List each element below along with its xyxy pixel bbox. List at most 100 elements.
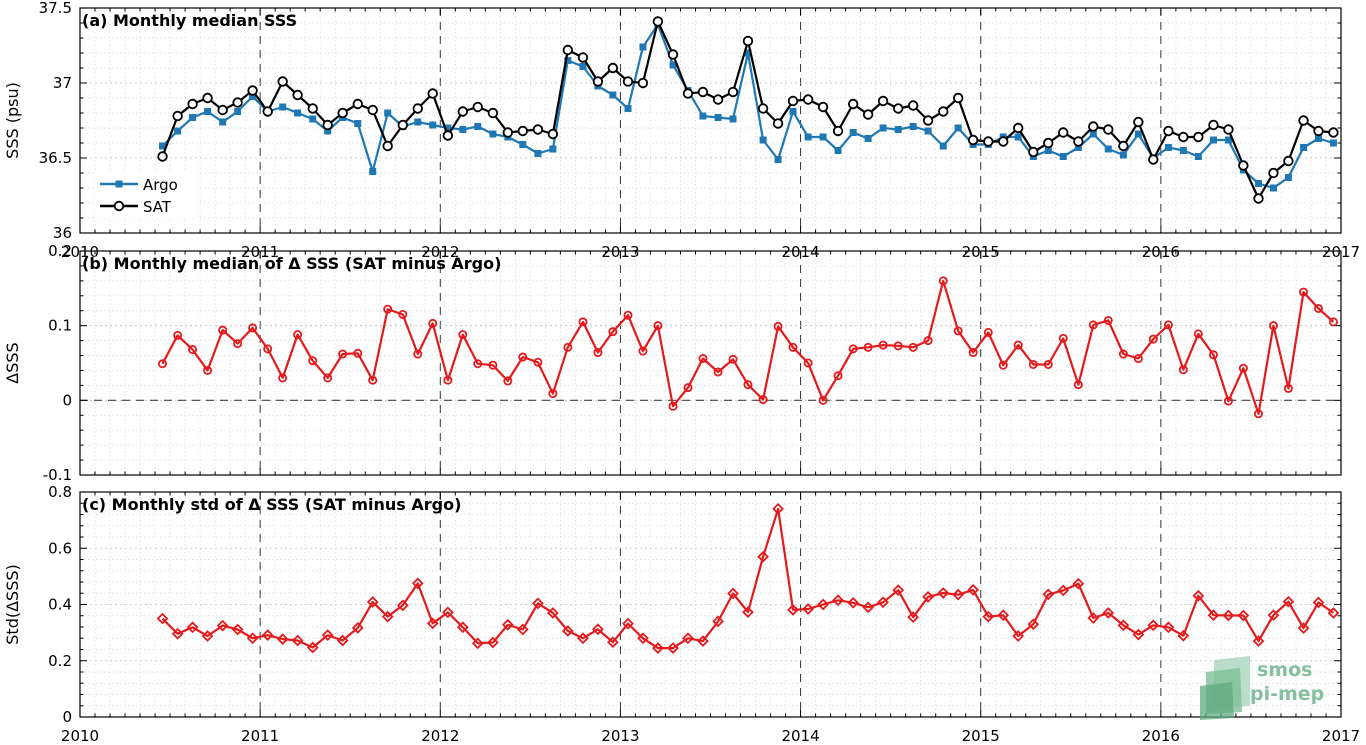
data-point	[306, 641, 319, 654]
data-point	[398, 309, 408, 319]
data-point	[1163, 320, 1173, 330]
data-point	[922, 591, 934, 603]
data-point	[1224, 136, 1232, 144]
axes-box-a	[79, 7, 1342, 234]
data-point	[1222, 609, 1235, 622]
legend-argo-marker	[115, 180, 123, 188]
data-point	[757, 103, 769, 114]
data-point	[533, 357, 543, 367]
data-point	[444, 124, 452, 132]
data-point	[1073, 136, 1084, 147]
grid-a	[80, 8, 1341, 233]
data-point	[1118, 349, 1128, 359]
y-tick-label: 36.5	[39, 149, 72, 167]
data-point	[1012, 630, 1025, 642]
data-point	[1134, 130, 1142, 138]
data-point	[832, 125, 844, 137]
data-point	[471, 637, 484, 650]
data-point	[502, 127, 514, 138]
data-point	[832, 594, 844, 607]
data-point	[1179, 147, 1187, 154]
data-point	[788, 342, 798, 352]
data-point	[894, 126, 902, 133]
data-point	[156, 612, 169, 625]
data-point	[667, 642, 679, 654]
data-point	[669, 61, 677, 69]
data-point	[1088, 121, 1099, 132]
data-point	[938, 276, 948, 286]
data-point	[699, 112, 707, 120]
data-point	[246, 632, 259, 645]
data-point	[908, 342, 918, 352]
data-point	[279, 103, 287, 111]
data-point	[519, 141, 527, 148]
data-point	[1177, 629, 1190, 642]
data-point	[607, 62, 619, 74]
y-tick-label: 0.8	[48, 483, 72, 501]
data-point	[983, 136, 994, 147]
data-point	[1118, 140, 1129, 152]
data-point	[1253, 409, 1263, 419]
panel-c: 0 0.2 0.4 0.6 0.8 2010 2011 2012 2013 2014 2015 201…	[3, 483, 1360, 745]
data-point	[233, 339, 243, 349]
data-point	[291, 634, 304, 647]
data-point	[802, 603, 815, 615]
data-point	[1314, 135, 1322, 142]
data-point	[354, 120, 362, 127]
data-point	[727, 86, 739, 98]
data-point	[1193, 131, 1204, 143]
data-point	[923, 336, 933, 346]
data-point	[787, 95, 799, 107]
data-point	[862, 601, 874, 614]
data-point	[412, 103, 423, 114]
data-point	[1313, 303, 1323, 313]
data-point	[503, 376, 513, 386]
data-point	[622, 617, 634, 630]
data-point	[429, 121, 437, 129]
data-point	[1133, 354, 1143, 364]
data-point	[1192, 589, 1205, 602]
y-tick-label: 0.6	[48, 539, 72, 557]
axes-box-c	[79, 491, 1342, 718]
data-point	[1283, 155, 1294, 167]
data-point	[1209, 136, 1217, 144]
data-point	[367, 104, 378, 116]
data-point	[1313, 125, 1324, 137]
data-point	[458, 330, 468, 340]
data-point	[534, 150, 542, 157]
data-point	[667, 49, 679, 60]
data-point	[819, 133, 827, 141]
data-point	[173, 330, 183, 340]
data-point	[322, 119, 333, 131]
data-point	[789, 108, 797, 115]
data-point	[879, 124, 887, 132]
data-point	[653, 321, 663, 331]
data-point	[549, 145, 557, 153]
data-point	[593, 348, 603, 358]
data-point	[998, 136, 1009, 147]
data-point	[742, 35, 754, 47]
data-point	[983, 327, 993, 337]
data-point	[562, 44, 574, 56]
data-point	[758, 395, 768, 405]
data-point	[1044, 147, 1052, 154]
data-point	[261, 629, 274, 642]
data-point	[202, 92, 213, 104]
data-point	[939, 142, 947, 150]
data-point	[637, 77, 649, 89]
y-axis-label: ΔSSS	[3, 342, 22, 383]
data-point	[968, 348, 978, 358]
panel-b: -0.1 0 0.1 0.2 ΔSSS (b) Monthly median of Δ S…	[3, 242, 1342, 484]
series-line	[161, 20, 1334, 200]
smos-pimep-logo: smos pi-mep	[1200, 656, 1324, 720]
logo-wave-front-icon	[1200, 682, 1234, 720]
data-point	[1058, 333, 1068, 343]
data-point	[1012, 122, 1024, 134]
data-point	[623, 310, 633, 320]
data-point	[714, 114, 722, 121]
data-point	[1103, 315, 1113, 325]
data-point	[277, 76, 288, 87]
data-point	[608, 327, 618, 337]
